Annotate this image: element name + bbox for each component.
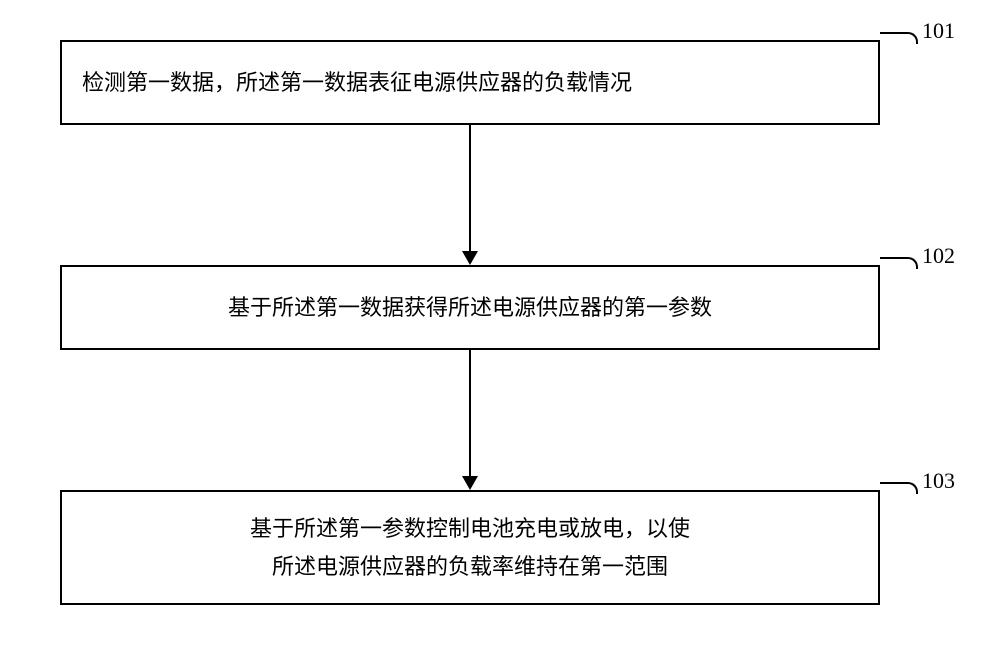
arrow-1-head [462,251,478,265]
step-2-text: 基于所述第一数据获得所述电源供应器的第一参数 [228,289,712,326]
step-3-text-line2: 所述电源供应器的负载率维持在第一范围 [250,548,690,585]
step-3-text-line1: 基于所述第一参数控制电池充电或放电，以使 [250,510,690,547]
step-1-label: 101 [922,18,955,44]
step-3-label: 103 [922,468,955,494]
step-2-label: 102 [922,243,955,269]
flow-step-3: 基于所述第一参数控制电池充电或放电，以使 所述电源供应器的负载率维持在第一范围 [60,490,880,605]
step-3-text-wrapper: 基于所述第一参数控制电池充电或放电，以使 所述电源供应器的负载率维持在第一范围 [250,510,690,585]
arrow-2-line [469,350,471,476]
flow-step-1: 检测第一数据，所述第一数据表征电源供应器的负载情况 [60,40,880,125]
leader-line-3 [880,482,918,494]
leader-line-1 [880,32,918,44]
step-1-text: 检测第一数据，所述第一数据表征电源供应器的负载情况 [82,64,632,101]
arrow-1-line [469,125,471,251]
leader-line-2 [880,257,918,269]
flow-step-2: 基于所述第一数据获得所述电源供应器的第一参数 [60,265,880,350]
flowchart-container: 检测第一数据，所述第一数据表征电源供应器的负载情况 101 基于所述第一数据获得… [0,0,1000,658]
arrow-2-head [462,476,478,490]
